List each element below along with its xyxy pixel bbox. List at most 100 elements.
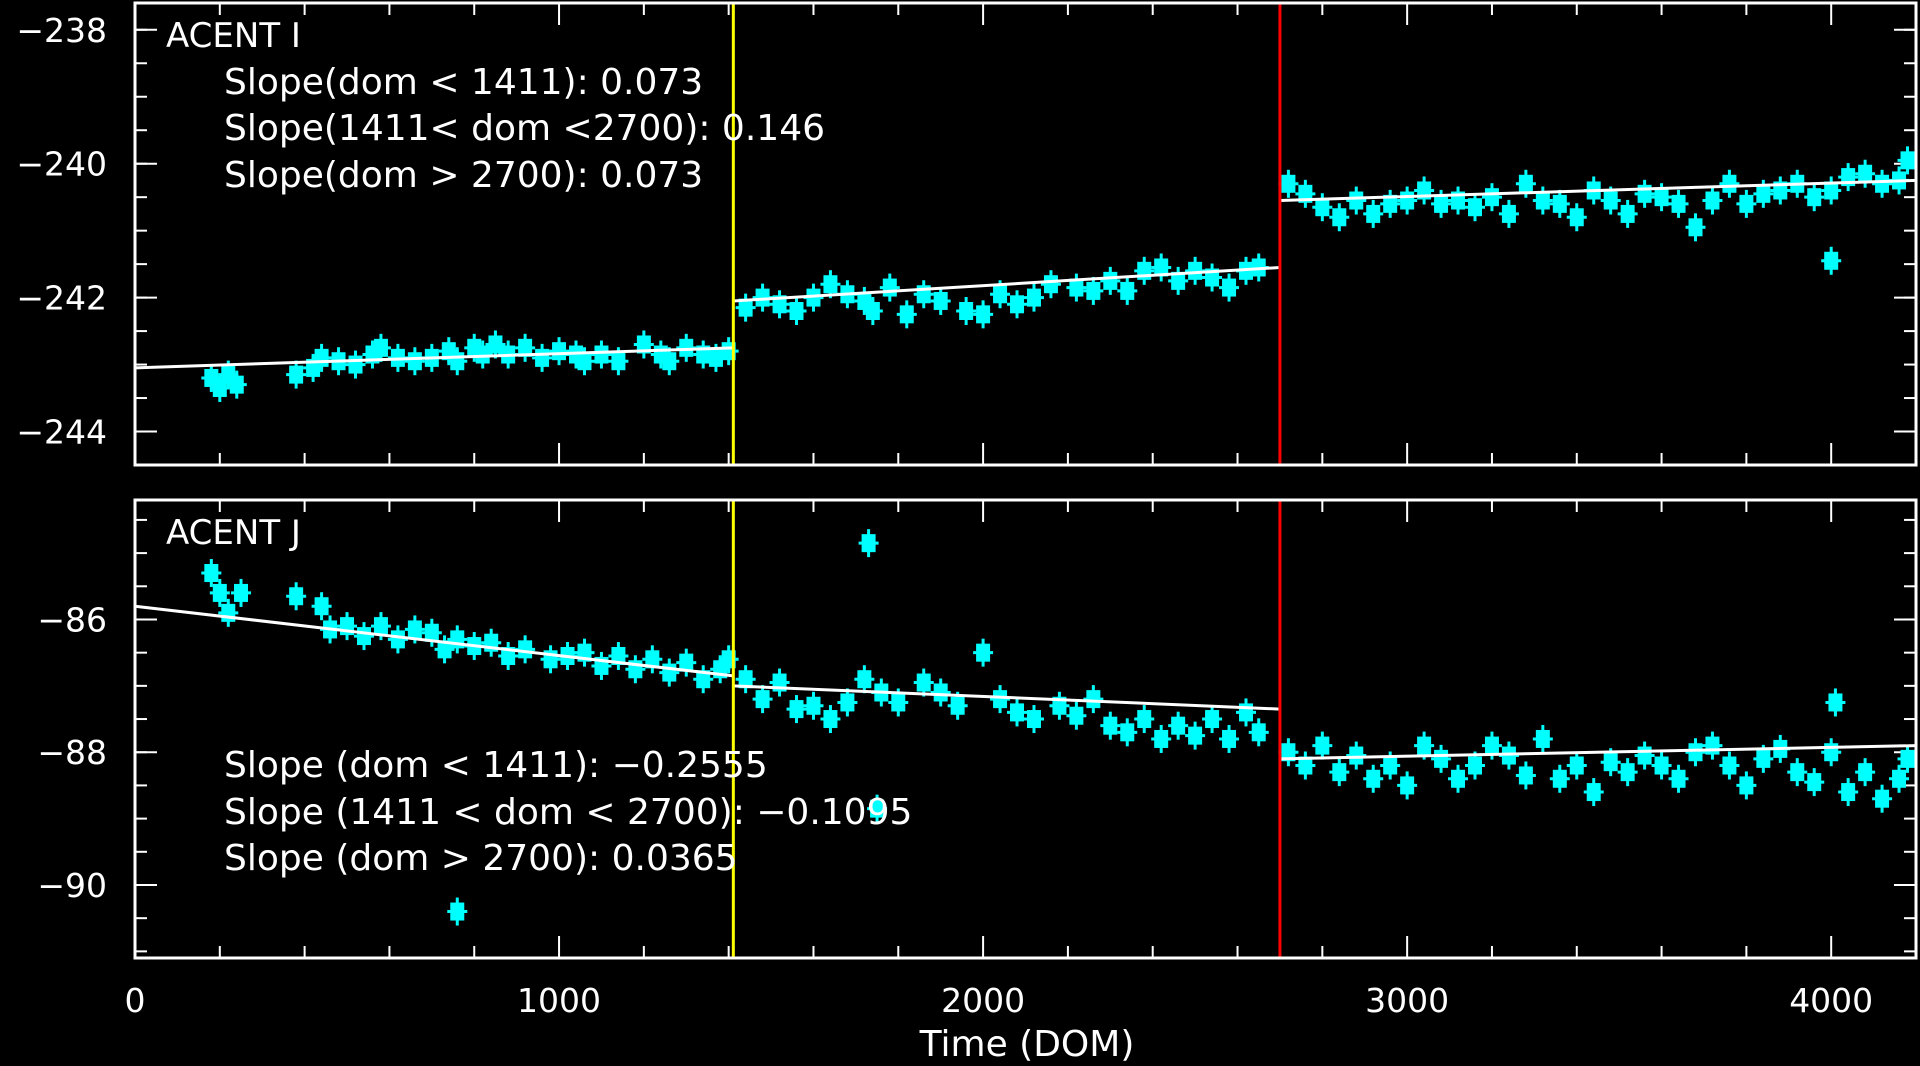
data-point bbox=[1549, 764, 1570, 793]
panel-acent-j-slope-2: Slope (1411 < dom < 2700): −0.1095 bbox=[224, 792, 912, 833]
data-point bbox=[752, 685, 773, 714]
data-point bbox=[862, 297, 883, 325]
data-point bbox=[633, 330, 654, 359]
data-point bbox=[1787, 758, 1808, 787]
data-point bbox=[973, 300, 994, 329]
data-point bbox=[735, 665, 756, 694]
data-point bbox=[1702, 186, 1723, 215]
data-point bbox=[642, 645, 663, 674]
data-point bbox=[515, 333, 536, 362]
data-point bbox=[485, 330, 506, 359]
data-point bbox=[896, 300, 917, 329]
panel-acent-i-y-tick-labels: −238 −240 −242 −244 bbox=[16, 11, 107, 452]
x-tick-label: 1000 bbox=[517, 981, 601, 1020]
x-tick-label: 2000 bbox=[941, 981, 1025, 1020]
data-point bbox=[1651, 183, 1672, 212]
data-point bbox=[1066, 701, 1087, 730]
data-point bbox=[1278, 738, 1299, 767]
data-point bbox=[209, 578, 230, 607]
data-point bbox=[1719, 751, 1740, 780]
data-point bbox=[1168, 711, 1189, 740]
data-point bbox=[1897, 146, 1918, 175]
data-point bbox=[370, 333, 391, 362]
data-point bbox=[1583, 778, 1604, 807]
data-point bbox=[820, 705, 841, 734]
data-point bbox=[1566, 203, 1587, 232]
data-point bbox=[1295, 751, 1316, 780]
data-point bbox=[1202, 705, 1223, 734]
data-point bbox=[1872, 169, 1893, 198]
data-point bbox=[1278, 169, 1299, 198]
data-point bbox=[1897, 744, 1918, 773]
data-point bbox=[1736, 771, 1757, 800]
x-tick-label: 4000 bbox=[1789, 981, 1873, 1020]
data-point bbox=[1023, 283, 1044, 312]
panel-acent-i-slope-1: Slope(dom < 1411): 0.073 bbox=[224, 62, 703, 103]
data-point bbox=[1117, 718, 1138, 747]
data-point bbox=[1346, 186, 1367, 215]
data-point bbox=[226, 370, 247, 399]
data-point bbox=[956, 297, 977, 325]
data-point bbox=[201, 559, 222, 588]
data-point bbox=[404, 347, 425, 376]
fit-line bbox=[1279, 178, 1917, 203]
data-point bbox=[735, 293, 756, 322]
panel-acent-i-frame bbox=[133, 1, 1918, 467]
data-point bbox=[1151, 724, 1172, 753]
data-point bbox=[1464, 193, 1485, 222]
data-point bbox=[1753, 744, 1774, 773]
panel-acent-j-slope-1: Slope (dom < 1411): −0.2555 bbox=[224, 745, 768, 786]
data-point bbox=[659, 347, 680, 376]
fit-line bbox=[733, 684, 1280, 711]
data-point bbox=[1329, 758, 1350, 787]
x-tick-labels: 0 1000 2000 3000 4000 bbox=[125, 981, 1874, 1020]
data-point bbox=[1566, 751, 1587, 780]
fit-line bbox=[733, 265, 1281, 303]
fit-line bbox=[1279, 744, 1917, 761]
data-point bbox=[1617, 199, 1638, 228]
x-tick-label: 3000 bbox=[1365, 981, 1449, 1020]
data-point bbox=[693, 665, 714, 694]
data-point bbox=[803, 691, 824, 720]
panel-acent-i: ACENT I Slope(dom < 1411): 0.073 Slope(1… bbox=[16, 1, 1918, 467]
y-tick-label: −244 bbox=[16, 413, 107, 452]
data-point bbox=[1007, 290, 1028, 319]
data-point bbox=[434, 635, 455, 664]
data-point bbox=[447, 897, 468, 926]
data-point bbox=[1117, 276, 1138, 305]
data-point bbox=[1668, 189, 1689, 218]
data-point bbox=[1889, 764, 1910, 793]
data-point bbox=[676, 333, 697, 362]
panel-acent-j-y-tick-labels: −86 −88 −90 bbox=[37, 600, 107, 905]
data-point bbox=[837, 688, 858, 717]
y-tick-label: −240 bbox=[16, 145, 107, 184]
data-point bbox=[1219, 724, 1240, 753]
data-point bbox=[591, 340, 612, 369]
data-point bbox=[387, 625, 408, 654]
data-point bbox=[1736, 189, 1757, 218]
data-point bbox=[1549, 189, 1570, 218]
x-axis-title: Time (DOM) bbox=[919, 1024, 1135, 1065]
data-point bbox=[676, 648, 697, 677]
panel-acent-i-title: ACENT I bbox=[166, 16, 301, 56]
panel-acent-j-dom-markers bbox=[731, 500, 1282, 958]
data-point bbox=[1515, 761, 1536, 790]
data-point bbox=[786, 297, 807, 325]
data-point bbox=[1600, 186, 1621, 215]
data-point bbox=[1100, 711, 1121, 740]
data-point bbox=[854, 665, 875, 694]
data-point bbox=[858, 529, 879, 558]
data-point bbox=[1007, 698, 1028, 727]
data-point bbox=[311, 592, 332, 621]
data-point bbox=[1668, 764, 1689, 793]
data-point bbox=[1380, 189, 1401, 218]
data-point bbox=[1532, 186, 1553, 215]
data-point bbox=[930, 286, 951, 315]
data-point bbox=[1083, 276, 1104, 305]
data-point bbox=[1825, 688, 1846, 717]
panel-acent-i-slope-3: Slope(dom > 2700): 0.073 bbox=[224, 155, 703, 196]
data-point bbox=[1168, 266, 1189, 295]
data-point bbox=[1821, 246, 1842, 275]
panel-acent-i-fit-lines bbox=[134, 178, 1917, 370]
